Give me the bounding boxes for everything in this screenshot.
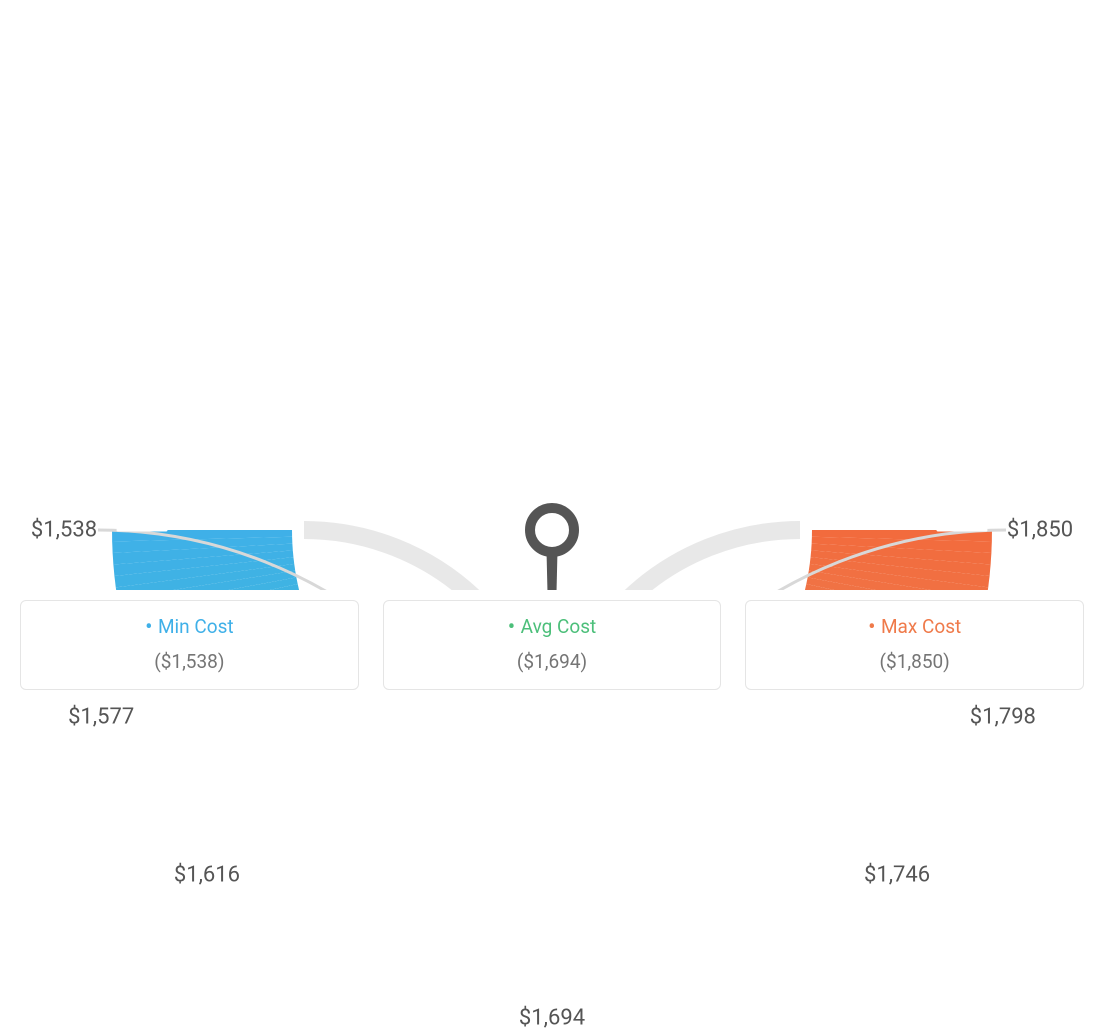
legend-value-max: ($1,850) xyxy=(762,650,1067,673)
legend-value-avg: ($1,694) xyxy=(400,650,705,673)
gauge-svg xyxy=(20,20,1084,590)
gauge-tick-label: $1,850 xyxy=(1007,518,1073,543)
gauge-needle-hub xyxy=(530,508,574,552)
gauge-tick-label: $1,694 xyxy=(519,1006,585,1031)
gauge-chart: $1,538$1,577$1,616$1,694$1,746$1,798$1,8… xyxy=(20,20,1084,590)
gauge-tick-label: $1,577 xyxy=(68,704,134,729)
gauge-tick-label: $1,798 xyxy=(970,704,1036,729)
legend-card-max: Max Cost ($1,850) xyxy=(745,600,1084,690)
gauge-tick-label: $1,616 xyxy=(174,863,240,888)
gauge-tick-label: $1,538 xyxy=(31,518,97,543)
legend-card-min: Min Cost ($1,538) xyxy=(20,600,359,690)
legend-label-min: Min Cost xyxy=(37,615,342,640)
legend-row: Min Cost ($1,538) Avg Cost ($1,694) Max … xyxy=(20,600,1084,690)
legend-label-avg: Avg Cost xyxy=(400,615,705,640)
gauge-tick-label: $1,746 xyxy=(864,863,930,888)
legend-label-max: Max Cost xyxy=(762,615,1067,640)
legend-value-min: ($1,538) xyxy=(37,650,342,673)
legend-card-avg: Avg Cost ($1,694) xyxy=(383,600,722,690)
